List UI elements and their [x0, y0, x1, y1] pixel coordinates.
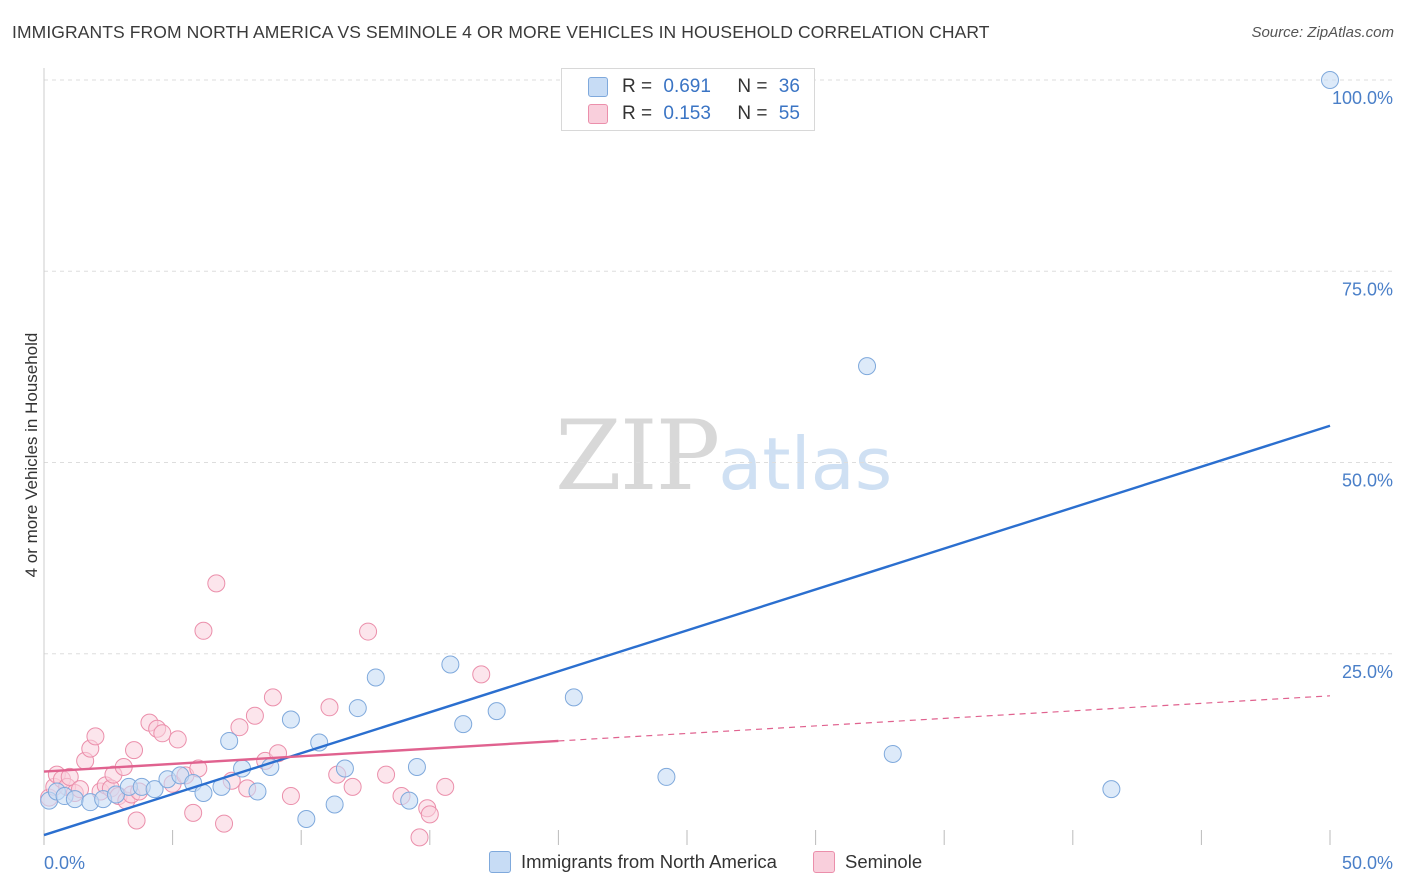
immigrants-point — [220, 731, 239, 750]
immigrants-point — [657, 767, 676, 786]
immigrants-trend-line — [43, 424, 1331, 837]
seminole-point — [420, 805, 439, 824]
seminole-point — [343, 777, 362, 796]
seminole-point — [60, 767, 79, 786]
legend-n-value: 36 — [778, 76, 800, 97]
legend-n-label: N = — [737, 76, 773, 97]
seminole-point — [263, 688, 282, 707]
seminole-point — [245, 706, 264, 725]
immigrants-point — [348, 699, 367, 718]
immigrants-point — [883, 744, 902, 763]
immigrants-point — [1102, 780, 1121, 799]
tick-layer: 25.0% 50.0% 75.0% 100.0% 0.0% 50.0% — [44, 88, 1393, 873]
y-axis-label: 4 or more Vehicles in Household — [22, 333, 41, 578]
source-credit: Source: ZipAtlas.com — [1251, 24, 1394, 41]
seminole-trend-extension — [558, 695, 1331, 742]
axis-layer — [43, 68, 1331, 845]
legend-r-value: 0.691 — [663, 76, 711, 97]
series-label-seminole: Seminole — [844, 851, 923, 872]
x-tick-label: 50.0% — [1342, 853, 1393, 873]
series-swatch-pink — [812, 851, 835, 873]
seminole-point — [127, 811, 146, 830]
seminole-point — [215, 814, 234, 833]
seminole-point — [184, 803, 203, 822]
seminole-point — [168, 730, 187, 749]
seminole-point — [472, 665, 491, 684]
series-legend: Immigrants from North America Seminole — [489, 851, 958, 873]
legend-swatch-pink — [588, 104, 608, 124]
seminole-point — [125, 741, 144, 760]
immigrants-point — [407, 757, 426, 776]
y-tick-label: 75.0% — [1342, 279, 1393, 299]
series-legend-seminole: Seminole — [812, 851, 923, 873]
seminole-point — [153, 724, 172, 743]
immigrants-point — [564, 688, 583, 707]
seminole-point — [359, 622, 378, 641]
immigrants-point — [454, 715, 473, 734]
legend-swatch-blue — [588, 77, 608, 97]
legend-n-label: N = — [737, 103, 773, 124]
immigrants-points — [40, 71, 1339, 828]
seminole-point — [320, 698, 339, 717]
immigrants-point — [325, 795, 344, 814]
series-swatch-blue — [489, 851, 511, 873]
immigrants-point — [400, 791, 419, 810]
immigrants-point — [335, 759, 354, 778]
immigrants-point — [145, 780, 164, 799]
seminole-point — [410, 828, 429, 847]
legend-row-seminole: R = 0.153 N = 55 — [588, 102, 800, 126]
seminole-point — [377, 765, 396, 784]
immigrants-point — [248, 782, 267, 801]
immigrants-point — [1321, 71, 1339, 89]
seminole-point — [281, 787, 300, 806]
seminole-point — [207, 574, 226, 593]
seminole-point — [194, 621, 213, 640]
immigrants-point — [281, 710, 300, 729]
seminole-trend-line — [43, 739, 559, 773]
immigrants-point — [297, 809, 316, 828]
immigrants-point — [487, 702, 506, 721]
legend-r-label: R = — [622, 103, 658, 124]
series-label-immigrants: Immigrants from North America — [521, 851, 777, 872]
legend-row-immigrants: R = 0.691 N = 36 — [588, 75, 800, 99]
seminole-point — [230, 718, 249, 737]
y-tick-label: 25.0% — [1342, 662, 1393, 682]
immigrants-point — [366, 668, 385, 687]
x-tick-label: 0.0% — [44, 853, 85, 873]
immigrants-point — [858, 357, 877, 376]
grid-layer — [44, 79, 1392, 655]
legend-r-value: 0.153 — [663, 103, 711, 124]
y-tick-label: 50.0% — [1342, 471, 1393, 491]
watermark-zip: ZIP — [555, 400, 720, 512]
immigrants-point — [65, 790, 84, 809]
watermark: ZIPatlas — [555, 400, 892, 512]
legend-n-value: 55 — [778, 103, 800, 124]
series-legend-immigrants: Immigrants from North America — [489, 851, 777, 873]
seminole-point — [436, 777, 455, 796]
y-tick-label: 100.0% — [1332, 88, 1393, 108]
trend-layer — [43, 424, 1331, 837]
immigrants-point — [441, 655, 460, 674]
watermark-atlas: atlas — [718, 422, 893, 506]
seminole-point — [86, 727, 105, 746]
correlation-legend: R = 0.691 N = 36 R = 0.153 N = 55 — [561, 68, 815, 131]
chart-title: IMMIGRANTS FROM NORTH AMERICA VS SEMINOL… — [12, 22, 990, 42]
legend-r-label: R = — [622, 76, 658, 97]
